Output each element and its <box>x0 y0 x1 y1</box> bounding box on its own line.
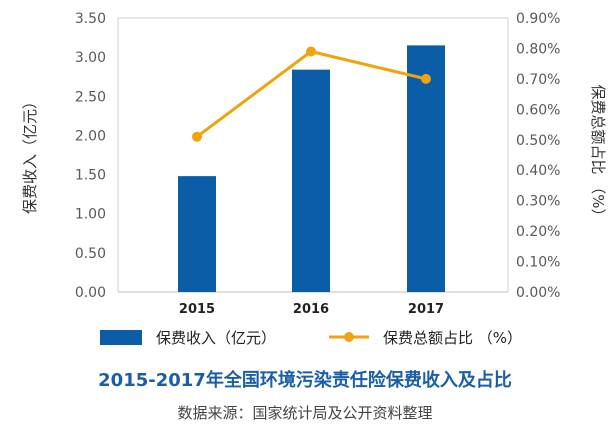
category-label: 2016 <box>293 302 329 317</box>
right-tick-label: 0.20% <box>516 224 560 240</box>
bar <box>407 45 445 293</box>
left-tick-label: 1.50 <box>75 168 106 184</box>
left-axis-ticks: 0.00 0.50 1.00 1.50 2.00 2.50 3.00 3.50 <box>75 11 106 301</box>
bar-series <box>178 45 445 293</box>
right-axis-ticks: 0.00% 0.10% 0.20% 0.30% 0.40% 0.50% 0.60% 0.70%… <box>516 11 560 301</box>
right-tick-label: 0.40% <box>516 163 560 179</box>
right-tick-label: 0.00% <box>516 285 560 301</box>
chart-source: 数据来源：国家统计局及公开资料整理 <box>177 404 432 422</box>
left-tick-label: 1.00 <box>75 207 106 223</box>
right-tick-label: 0.90% <box>516 11 560 27</box>
right-tick-label: 0.10% <box>516 255 560 271</box>
bar <box>292 69 330 292</box>
line-point <box>192 131 202 142</box>
right-tick-label: 0.60% <box>516 102 560 118</box>
right-axis-title: 保费总额占比 （%） <box>589 84 607 223</box>
category-label: 2015 <box>179 302 215 317</box>
right-tick-label: 0.50% <box>516 133 560 149</box>
bar <box>178 176 216 292</box>
left-tick-label: 3.50 <box>75 11 106 27</box>
legend-bar-label: 保费收入（亿元） <box>156 329 276 347</box>
right-tick-label: 0.30% <box>516 194 560 210</box>
left-tick-label: 3.00 <box>75 50 106 66</box>
left-tick-label: 2.00 <box>75 128 106 144</box>
legend-bar-swatch <box>100 330 142 345</box>
left-tick-label: 0.00 <box>75 285 106 301</box>
line-series <box>192 46 431 142</box>
line-point <box>306 46 316 57</box>
x-axis-category-labels: 2015 2016 2017 <box>179 302 444 317</box>
legend-line-label: 保费总额占比 （%） <box>383 329 522 347</box>
left-tick-label: 0.50 <box>75 246 106 262</box>
right-tick-label: 0.80% <box>516 41 560 57</box>
left-axis-title: 保费收入（亿元） <box>21 94 39 214</box>
legend-line-marker <box>344 332 354 342</box>
right-tick-label: 0.70% <box>516 72 560 88</box>
line-point <box>421 73 431 84</box>
category-label: 2017 <box>408 302 444 317</box>
chart-title: 2015-2017年全国环境污染责任险保费收入及占比 <box>98 369 512 391</box>
left-tick-label: 2.50 <box>75 89 106 105</box>
